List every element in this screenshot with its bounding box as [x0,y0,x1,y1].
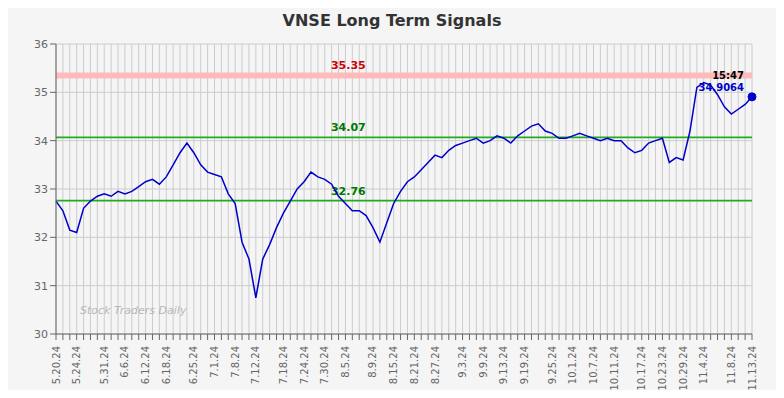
svg-text:5.31.24: 5.31.24 [99,346,110,384]
svg-text:6.12.24: 6.12.24 [140,346,151,384]
svg-text:8.21.24: 8.21.24 [409,346,420,384]
svg-text:31: 31 [34,280,48,293]
svg-text:34: 34 [34,135,48,148]
svg-text:8.9.24: 8.9.24 [367,346,378,378]
svg-text:7.24.24: 7.24.24 [299,346,310,384]
html-text:Stock Traders Daily: Stock Traders Daily [80,304,187,317]
svg-text:35: 35 [34,86,48,99]
svg-text:32.76: 32.76 [330,184,366,198]
svg-text:6.18.24: 6.18.24 [161,346,172,384]
svg-text:36: 36 [34,38,48,51]
svg-text:10.29.24: 10.29.24 [678,346,689,390]
svg-text:30: 30 [34,328,48,341]
svg-text:34.07: 34.07 [331,121,366,134]
svg-text:10.1.24: 10.1.24 [567,346,578,384]
html-text:VNSE Long Term Signals: VNSE Long Term Signals [282,11,502,30]
svg-text:7.1.24: 7.1.24 [209,346,220,378]
svg-text:33: 33 [34,183,48,196]
svg-text:9.25.24: 9.25.24 [547,346,558,384]
svg-text:11.8.24: 11.8.24 [726,346,737,384]
svg-text:9.3.24: 9.3.24 [457,346,468,378]
svg-text:11.13.24: 11.13.24 [747,346,758,390]
svg-text:8.15.24: 8.15.24 [388,346,399,384]
svg-text:10.11.24: 10.11.24 [609,346,620,390]
svg-text:9.13.24: 9.13.24 [498,346,509,384]
svg-text:10.17.24: 10.17.24 [636,346,647,390]
svg-text:10.7.24: 10.7.24 [588,346,599,384]
svg-text:7.30.24: 7.30.24 [319,346,330,384]
svg-text:15:47: 15:47 [712,70,744,81]
svg-text:7.18.24: 7.18.24 [278,346,289,384]
svg-text:8.27.24: 8.27.24 [430,346,441,384]
svg-text:32: 32 [34,231,48,244]
svg-text:11.4.24: 11.4.24 [698,346,709,384]
svg-text:7.12.24: 7.12.24 [250,346,261,384]
svg-text:5.24.24: 5.24.24 [71,346,82,384]
svg-text:6.6.24: 6.6.24 [119,346,130,378]
svg-text:34.9064: 34.9064 [698,82,744,93]
svg-text:7.8.24: 7.8.24 [230,346,241,378]
svg-text:9.9.24: 9.9.24 [478,346,489,378]
svg-text:9.19.24: 9.19.24 [519,346,530,384]
svg-text:35.35: 35.35 [331,59,366,72]
svg-text:8.5.24: 8.5.24 [340,346,351,378]
svg-text:6.25.24: 6.25.24 [188,346,199,384]
svg-text:10.23.24: 10.23.24 [657,346,668,390]
svg-text:5.20.24: 5.20.24 [51,346,62,384]
